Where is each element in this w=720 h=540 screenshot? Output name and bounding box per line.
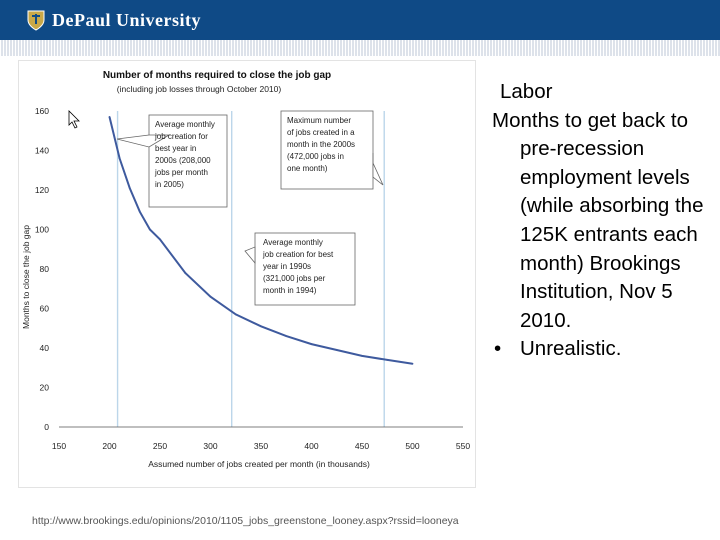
shield-logo-icon — [27, 10, 45, 31]
x-tick-label-350: 350 — [254, 441, 268, 451]
y-tick-label-20: 20 — [40, 383, 50, 393]
annotation-2-line-2: of jobs created in a — [287, 128, 355, 137]
annotation-2-line-5: one month) — [287, 164, 328, 173]
x-tick-label-550: 550 — [456, 441, 470, 451]
header-banner: DePaul University — [0, 0, 720, 40]
university-name: DePaul University — [52, 10, 201, 30]
y-tick-label-60: 60 — [40, 304, 50, 314]
annotation-3-line-3: year in 1990s — [263, 262, 311, 271]
data-point-5 — [149, 228, 151, 231]
annotation-1-line-3: best year in — [155, 144, 196, 153]
x-tick-label-400: 400 — [304, 441, 318, 451]
annotation-pointer-3 — [244, 246, 256, 265]
chart-subtitle: (including job losses through October 20… — [117, 84, 282, 94]
x-axis-label: Assumed number of jobs created per month… — [148, 459, 370, 469]
data-point-4 — [138, 210, 141, 213]
data-point-6 — [159, 238, 161, 241]
job-gap-chart: Number of months required to close the j… — [21, 70, 470, 469]
panel-bullet-text: Unrealistic. — [520, 337, 622, 361]
annotation-2-line-1: Maximum number — [287, 116, 351, 125]
bullet-dot: • — [494, 337, 502, 361]
annotation-3-line-1: Average monthly — [263, 238, 323, 247]
annotation-2-line-3: month in the 2000s — [287, 140, 355, 149]
x-tick-label-300: 300 — [203, 441, 217, 451]
annotation-3-line-2: job creation for best — [262, 250, 334, 259]
data-point-7 — [184, 272, 187, 274]
annotation-box-3 — [254, 232, 356, 306]
data-point-15 — [386, 358, 389, 361]
annotation-1-line-4: 2000s (208,000 — [155, 156, 211, 165]
y-tick-label-80: 80 — [40, 264, 50, 274]
x-tick-label-500: 500 — [405, 441, 419, 451]
x-tick-label-250: 250 — [153, 441, 167, 451]
data-point-8 — [209, 295, 212, 298]
y-tick-label-0: 0 — [44, 422, 49, 432]
y-tick-label-100: 100 — [35, 225, 49, 235]
annotation-3-line-4: (321,000 jobs per — [263, 274, 326, 283]
data-point-2 — [118, 157, 121, 160]
annotation-2-line-4: (472,000 jobs in — [287, 152, 344, 161]
text-panel: Labor Months to get back to pre-recessio… — [488, 78, 714, 364]
data-point-9 — [234, 313, 237, 316]
y-axis-label: Months to close the job gap — [21, 225, 31, 329]
y-tick-label-120: 120 — [35, 185, 49, 195]
y-tick-label-40: 40 — [40, 343, 50, 353]
annotation-1-line-5: jobs per month — [154, 168, 208, 177]
data-point-1 — [108, 116, 111, 118]
mouse-cursor-icon — [68, 110, 80, 129]
annotation-3-line-5: month in 1994) — [263, 286, 317, 295]
x-tick-label-450: 450 — [355, 441, 369, 451]
y-tick-label-140: 140 — [35, 146, 49, 156]
annotation-1-line-1: Average monthly — [155, 120, 215, 129]
x-tick-label-150: 150 — [52, 441, 66, 451]
chart-title: Number of months required to close the j… — [103, 70, 331, 81]
data-point-14 — [361, 355, 363, 357]
data-point-11 — [285, 335, 288, 338]
chart-container: Number of months required to close the j… — [18, 60, 476, 488]
y-tick-label-160: 160 — [35, 106, 49, 116]
annotation-pointer-2 — [372, 153, 384, 186]
annotation-pointer-1 — [116, 134, 171, 148]
x-tick-label-200: 200 — [102, 441, 116, 451]
annotation-box-1 — [148, 114, 228, 208]
series-line-1 — [108, 116, 413, 365]
data-point-16 — [411, 362, 414, 365]
data-point-10 — [260, 325, 262, 328]
annotation-box-2 — [280, 110, 374, 190]
source-url[interactable]: http://www.brookings.edu/opinions/2010/1… — [32, 515, 459, 527]
data-point-13 — [335, 349, 338, 351]
panel-bullet-item: • Unrealistic. — [488, 335, 714, 364]
data-point-12 — [310, 343, 313, 345]
data-point-3 — [128, 187, 131, 189]
annotation-1-line-6: in 2005) — [155, 180, 184, 189]
header-stripe — [0, 40, 720, 56]
panel-heading: Labor — [500, 80, 553, 103]
panel-body: Months to get back to pre-recession empl… — [492, 108, 704, 332]
annotation-1-line-2: job creation for — [154, 132, 208, 141]
